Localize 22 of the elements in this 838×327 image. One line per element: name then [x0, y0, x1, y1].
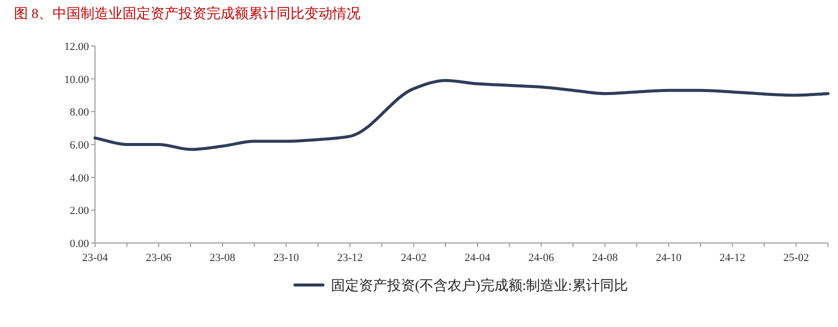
x-tick-label: 24-06 [528, 252, 554, 264]
y-tick-label: 2.00 [70, 205, 90, 218]
y-tick-label: 6.00 [70, 140, 90, 152]
line-series [94, 78, 830, 151]
x-tick-label: 24-04 [464, 252, 491, 264]
y-tick-label: 12.00 [64, 41, 90, 53]
x-tick-label: 23-12 [337, 252, 363, 264]
x-tick-label: 23-04 [82, 252, 108, 264]
x-tick-label: 23-10 [273, 252, 300, 264]
x-tick-label: 24-12 [720, 252, 746, 264]
y-tick-label: 0.00 [70, 238, 90, 250]
x-tick-label: 23-08 [210, 252, 236, 264]
x-tick-label: 25-02 [783, 252, 809, 264]
x-tick-label: 24-02 [400, 252, 427, 264]
chart-title: 图 8、中国制造业固定资产投资完成额累计同比变动情况 [14, 6, 360, 22]
y-tick-label: 4.00 [70, 172, 90, 184]
x-tick-label: 24-10 [656, 252, 682, 264]
y-tick-label: 10.00 [64, 74, 90, 86]
legend-label: 固定资产投资(不含农户)完成额:制造业:累计同比 [330, 278, 628, 294]
y-tick-label: 8.00 [70, 106, 90, 119]
x-tick-label: 23-06 [146, 252, 172, 264]
x-tick-label: 24-08 [592, 252, 618, 264]
